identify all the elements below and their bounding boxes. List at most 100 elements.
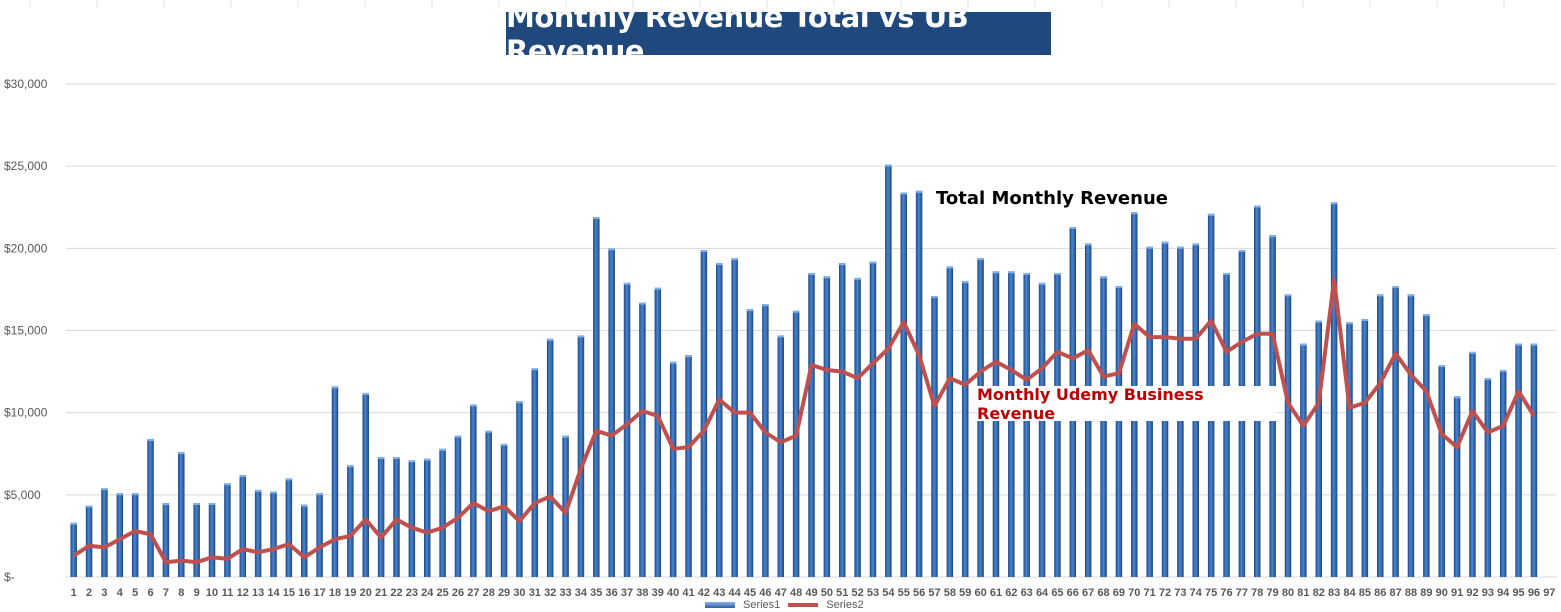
bar-cap (423, 458, 431, 461)
bar (1361, 318, 1369, 577)
bar-cap (208, 503, 216, 506)
bar-cap (977, 258, 984, 261)
bar-cap (1269, 235, 1276, 238)
annotation-ub-revenue: Monthly Udemy Business Revenue (977, 385, 1277, 423)
bar-cap (608, 248, 615, 251)
x-tick-label: 84 (1343, 587, 1356, 599)
bar (208, 503, 216, 577)
x-tick-label: 56 (913, 587, 925, 599)
bar (1023, 272, 1030, 577)
bar (1300, 343, 1307, 577)
bar (992, 271, 1000, 577)
bar-cap (239, 475, 247, 478)
y-tick-label: $15,000 (4, 324, 48, 338)
y-tick-label: $30,000 (4, 77, 48, 91)
bar-cap (1300, 343, 1307, 346)
bar-cap (777, 335, 785, 338)
bar-cap (1146, 246, 1153, 249)
bar (162, 503, 170, 577)
x-tick-label: 19 (344, 587, 356, 599)
x-tick-label: 78 (1251, 587, 1263, 599)
bar-cap (992, 271, 1000, 274)
bar (1284, 294, 1292, 577)
x-tick-label: 26 (452, 587, 464, 599)
bar-cap (669, 361, 677, 364)
bar (669, 361, 677, 577)
bar-cap (301, 504, 308, 507)
x-tick-label: 66 (1067, 587, 1079, 599)
bar (1008, 271, 1015, 577)
x-tick-label: 33 (559, 587, 571, 599)
x-tick-label: 10 (206, 587, 218, 599)
bar (593, 217, 600, 578)
bar (1392, 286, 1399, 577)
bar (439, 448, 446, 577)
bar (485, 430, 492, 577)
bar (654, 287, 662, 577)
bar (454, 435, 462, 577)
spreadsheet-column-lines (29, 0, 1505, 8)
bar (1376, 294, 1384, 577)
bar-cap (1023, 272, 1030, 275)
bar-cap (792, 310, 800, 313)
bar-cap (731, 258, 738, 261)
x-tick-label: 1 (71, 587, 77, 599)
bar-cap (1054, 272, 1061, 275)
x-tick-label: 24 (421, 587, 434, 599)
x-tick-label: 87 (1389, 587, 1401, 599)
x-tick-label: 20 (360, 587, 372, 599)
bar (285, 478, 293, 577)
bar-cap (685, 355, 692, 358)
bar (869, 261, 877, 577)
y-tick-label: $20,000 (4, 241, 48, 255)
bar-cap (516, 401, 523, 404)
bar-cap (654, 287, 662, 290)
bar-cap (700, 249, 708, 252)
bar-cap (1254, 205, 1261, 208)
y-tick-label: $10,000 (4, 406, 48, 420)
x-tick-label: 69 (1113, 587, 1125, 599)
bar (1100, 276, 1107, 577)
x-tick-label: 94 (1497, 587, 1510, 599)
bar-cap (1084, 243, 1092, 246)
x-tick-label: 44 (729, 587, 742, 599)
bar (85, 505, 93, 577)
bar (961, 281, 969, 577)
bar-cap (1530, 343, 1538, 346)
bar-cap (1238, 249, 1246, 252)
x-tick-label: 37 (621, 587, 633, 599)
bar (762, 304, 769, 577)
bar-cap (500, 443, 508, 446)
bar (1054, 272, 1061, 577)
bar (224, 483, 231, 577)
y-axis-labels: $- $5,000 $10,000 $15,000 $20,000 $25,000 $30,… (4, 77, 48, 584)
bar (316, 493, 323, 577)
bar-cap (85, 505, 93, 508)
bar-cap (193, 503, 200, 506)
bar-cap (1008, 271, 1015, 274)
x-axis-labels: 1 2 3 4 5 6 7 8 9 10 11 12 13 14 15 16 17 18 19 20 21 22 23 24 2… (71, 587, 1556, 599)
bar-series (70, 164, 1538, 578)
bar-cap (1284, 294, 1292, 297)
bar (731, 258, 738, 577)
x-tick-label: 75 (1205, 587, 1217, 599)
bar (1530, 343, 1538, 577)
x-tick-label: 39 (652, 587, 664, 599)
bar-cap (562, 435, 569, 438)
x-tick-label: 81 (1297, 587, 1309, 599)
x-tick-label: 64 (1036, 587, 1049, 599)
x-tick-label: 76 (1220, 587, 1232, 599)
x-tick-label: 80 (1282, 587, 1294, 599)
bar-cap (224, 483, 231, 486)
bar-cap (131, 493, 139, 496)
bar (1499, 369, 1507, 577)
x-tick-label: 15 (283, 587, 295, 599)
bar-cap (1161, 241, 1169, 244)
bar (808, 272, 815, 577)
x-tick-label: 34 (575, 587, 588, 599)
x-tick-label: 97 (1543, 587, 1555, 599)
bar-cap (639, 302, 646, 305)
bar-cap (1407, 294, 1415, 297)
bar (577, 335, 585, 577)
x-tick-label: 31 (529, 587, 541, 599)
